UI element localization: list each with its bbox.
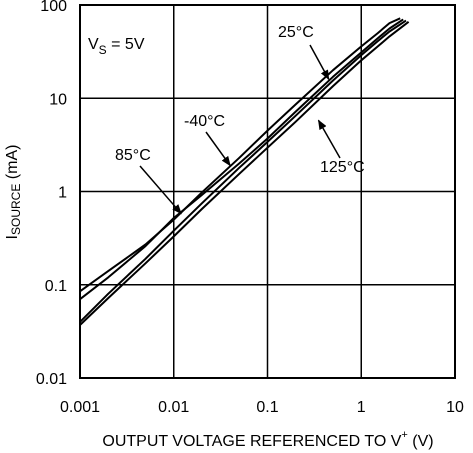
series-line [79,21,410,326]
series-annotation-label: 125°C [320,159,365,176]
x-tick-label: 0.001 [60,399,100,416]
annotations: 25°C -40°C 85°C 125°C [115,24,365,215]
annotation-arrow [139,165,182,215]
series-lines [79,17,410,326]
y-axis-label: ISOURCE (mA) [4,145,23,240]
series-line [79,17,401,293]
y-tick-label: 0.1 [45,278,67,295]
plot-frame [79,4,456,379]
series-annotation-label: -40°C [184,113,225,130]
annotation-arrow [309,44,330,81]
x-tick-label: 0.01 [158,399,189,416]
y-tick-label: 10 [49,91,67,108]
condition-label: VS = 5V [88,36,145,57]
series-line [79,18,404,300]
tick-labels: 0.001 0.01 0.1 1 10 0.01 0.1 1 10 100 [36,0,464,416]
series-annotation-label: 85°C [115,147,151,164]
y-tick-label: 100 [40,0,67,15]
grid [79,4,456,379]
series-annotation-label: 25°C [278,24,314,41]
annotation-arrow [205,131,231,167]
x-tick-label: 0.1 [256,399,278,416]
series-line [79,19,407,323]
y-tick-label: 1 [58,185,67,202]
annotation-arrow [317,119,341,159]
x-tick-label: 10 [446,399,464,416]
x-tick-label: 1 [357,399,366,416]
x-axis-label: OUTPUT VOLTAGE REFERENCED TO V+ (V) [102,429,433,450]
y-tick-label: 0.01 [36,371,67,388]
